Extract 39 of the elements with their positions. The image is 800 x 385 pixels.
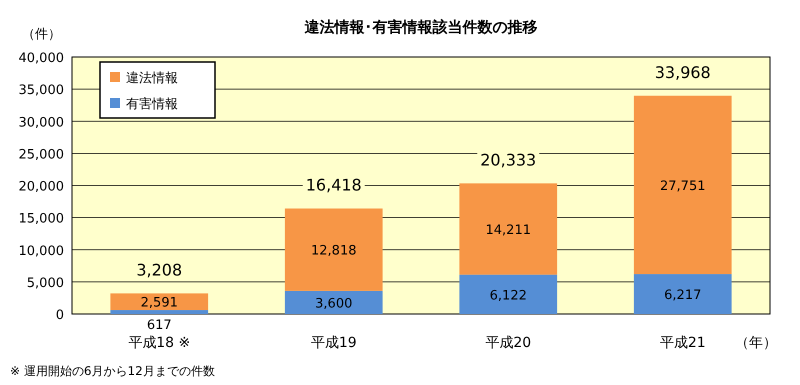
bar: [284, 208, 383, 291]
data-label: 617: [146, 318, 172, 333]
x-tick-label: 平成19: [310, 335, 357, 351]
y-tick-label: 5,000: [26, 276, 64, 291]
data-label: 2,591: [140, 296, 178, 311]
x-axis-title: （年）: [735, 335, 777, 351]
total-label: 16,418: [306, 176, 362, 195]
y-tick-label: 10,000: [18, 244, 64, 259]
bar: [284, 290, 383, 314]
total-label: 33,968: [654, 62, 711, 82]
y-tick-label: 40,000: [18, 51, 64, 66]
y-tick-label: 25,000: [18, 147, 64, 162]
data-label: 6,217: [664, 288, 702, 304]
legend-label: 有害情報: [126, 96, 178, 112]
y-tick-label: 15,000: [18, 212, 64, 227]
bar: [634, 96, 732, 274]
data-label: 6,122: [490, 288, 527, 304]
data-label: 12,818: [311, 244, 356, 259]
bar: [110, 293, 208, 310]
chart-title: 違法情報･有害情報該当件数の推移: [304, 18, 538, 36]
y-tick-label: 20,000: [18, 180, 64, 194]
data-label: 14,211: [486, 223, 531, 238]
bar: [459, 274, 558, 314]
total-label: 20,333: [480, 150, 536, 170]
total-label: 3,208: [136, 260, 182, 280]
x-tick-label: 平成20: [485, 335, 532, 351]
y-tick-label: 0: [56, 308, 64, 323]
data-label: 27,751: [660, 178, 706, 194]
data-label: 3,600: [315, 296, 352, 312]
y-tick-label: 35,000: [18, 83, 64, 98]
bar: [110, 310, 208, 314]
legend-label: 違法情報: [126, 71, 178, 86]
text: ※ 運用開始の6月から12月までの件数: [10, 364, 215, 378]
y-tick-label: 30,000: [18, 115, 64, 130]
y-axis-title: （件）: [22, 27, 61, 42]
bar: [634, 274, 732, 314]
bar: [459, 183, 558, 275]
x-tick-label: 平成21: [660, 335, 706, 351]
x-tick-label: 平成18 ※: [128, 335, 190, 351]
